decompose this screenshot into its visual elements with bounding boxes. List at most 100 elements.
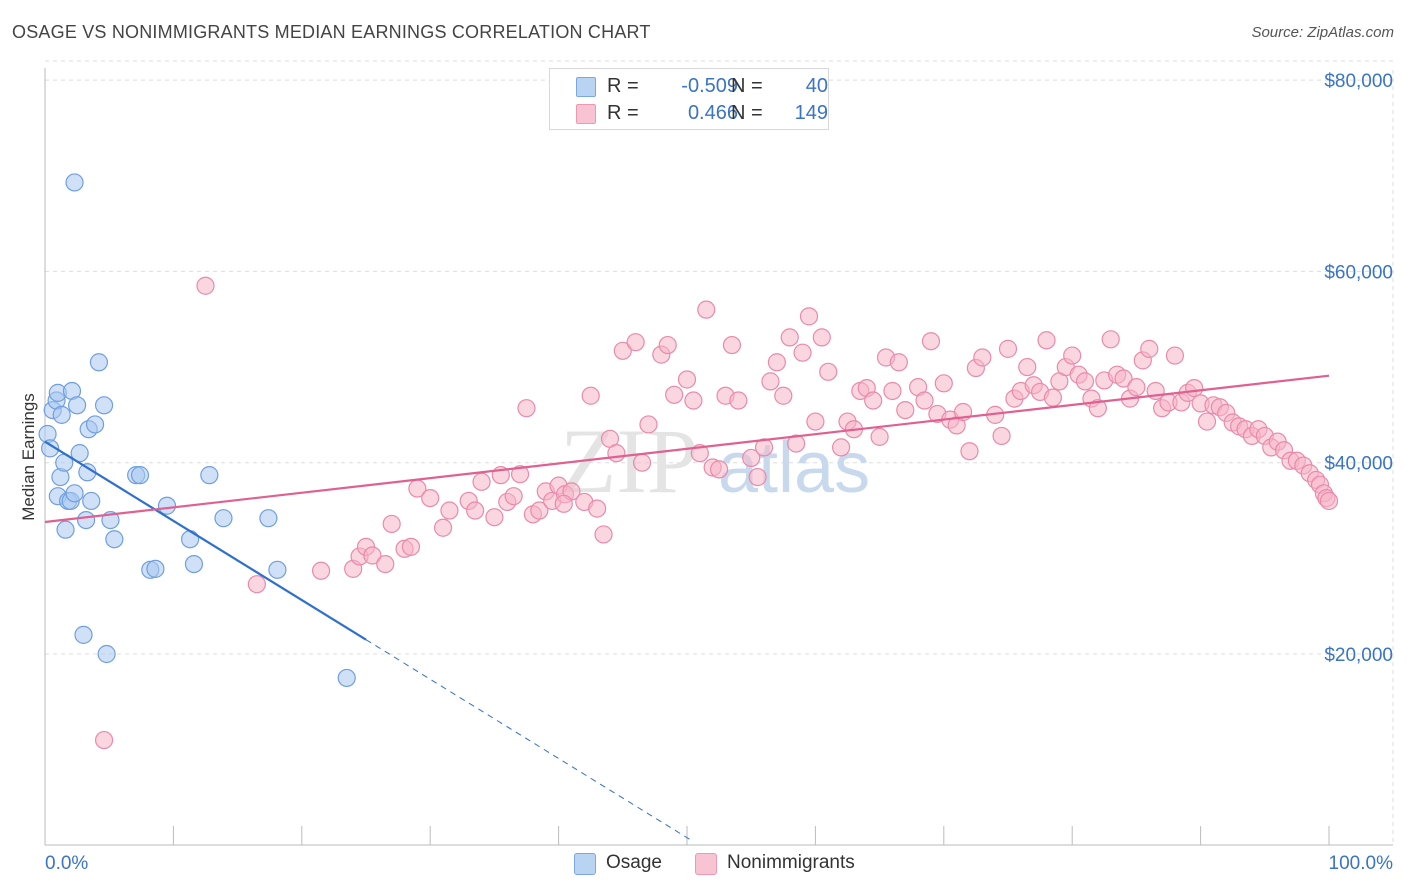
tick-labels: $20,000 $40,000 $60,000 $80,000 0.0% 100.0% [45,71,1393,874]
n-label: N = [731,102,763,124]
data-point [363,546,382,565]
data-point [311,561,331,580]
data-point [754,438,774,457]
osage-trend-line [44,440,367,641]
data-point [774,386,793,405]
data-point [1197,412,1217,431]
trend-lines [44,374,1330,843]
y-tick-label: $20,000 [1324,645,1393,666]
data-point [1063,346,1082,365]
data-point [594,525,613,544]
data-point [67,396,87,415]
data-point [200,466,219,485]
data-point [1018,357,1037,377]
data-point [157,496,177,515]
data-point [787,434,806,453]
data-point [632,453,652,472]
n-value: 40 [805,75,828,97]
data-point [658,335,677,355]
n-value: 149 [794,102,828,124]
data-point [85,415,105,434]
data-point [697,300,716,319]
data-point [767,353,786,372]
data-point [684,391,703,410]
data-point [504,487,523,506]
data-point [613,341,632,360]
data-point [89,353,109,372]
data-point [639,415,658,434]
data-point [780,328,799,347]
data-point [831,438,851,457]
x-tick-label: 0.0% [45,853,88,874]
data-point [97,644,116,664]
r-label: R = [607,102,639,124]
data-point [973,348,992,367]
data-point [960,442,979,461]
data-point [259,509,278,528]
data-point [65,173,84,192]
data-point [889,353,908,372]
data-point [1127,378,1146,397]
data-point [74,625,93,644]
data-point [268,560,287,579]
data-point [472,472,491,491]
data-point [337,668,356,688]
data-point [440,501,459,520]
data-point [82,491,101,511]
data-point [70,444,89,463]
nonimmigrants-legend-label: Nonimmigrants [727,852,855,873]
data-point [729,391,748,410]
r-value: 0.466 [687,102,738,124]
data-point [433,518,453,537]
data-point [105,530,124,549]
source-label: Source: ZipAtlas.com [1251,24,1394,41]
data-point [761,372,780,391]
data-point [883,381,902,401]
data-point [742,448,761,468]
data-point [626,333,645,352]
axes [44,68,1393,846]
data-point [247,575,266,594]
data-point [184,554,204,574]
data-point [870,427,889,446]
y-axis-label: Median Earnings [19,393,38,521]
data-point [485,508,504,527]
data-point [806,412,825,431]
r-value: -0.509 [681,75,738,97]
data-point [934,374,953,393]
data-point [748,467,767,487]
data-point [376,554,395,574]
data-point [921,332,941,351]
data-point [1319,491,1339,511]
data-point [1088,399,1107,418]
data-point [665,385,684,404]
data-point [1185,378,1204,398]
data-point [421,488,440,508]
data-point [799,307,819,326]
data-point [992,426,1011,446]
data-point [130,466,150,485]
data-point [214,509,233,528]
correlation-legend: R = -0.509 N = 40 R = 0.466 N = 149 [549,68,829,130]
data-point [722,335,742,355]
data-point [1165,346,1185,365]
data-point [1101,330,1120,349]
data-point [1043,388,1063,407]
r-label: R = [607,75,639,97]
data-point [401,537,421,556]
n-label: N = [731,75,763,97]
data-point [94,730,114,750]
data-point [94,396,114,415]
data-point [1114,369,1133,388]
data-point [382,514,401,534]
data-point [41,439,60,458]
data-point [52,405,71,424]
osage-trend-extension [365,639,694,843]
y-tick-label: $40,000 [1324,454,1393,475]
data-point [677,370,697,389]
chart-title: OSAGE VS NONIMMIGRANTS MEDIAN EARNINGS C… [12,22,651,42]
data-point [65,484,84,503]
data-point [998,339,1018,358]
y-tick-label: $60,000 [1324,262,1393,283]
data-point [510,465,530,484]
